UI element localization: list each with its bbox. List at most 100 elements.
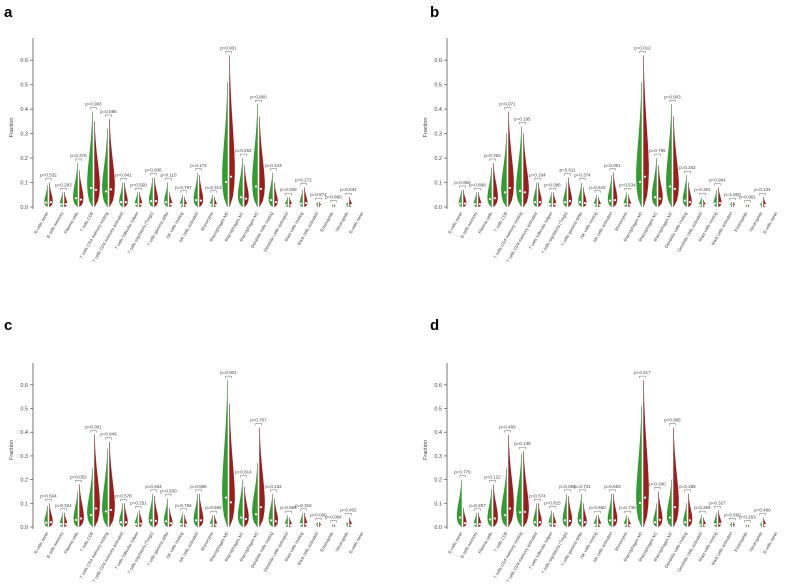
p-value-label: p=0.499 bbox=[499, 425, 516, 430]
p-value-label: p=0.779 bbox=[454, 470, 471, 475]
median-dot bbox=[463, 202, 467, 205]
x-tick-label: Eosinophils bbox=[319, 531, 334, 553]
median-dot bbox=[329, 525, 333, 528]
median-dot bbox=[154, 519, 158, 522]
violin-green bbox=[636, 82, 642, 208]
p-value-label: p=0.841 bbox=[115, 173, 132, 178]
p-bracket bbox=[195, 168, 202, 171]
y-tick-label: 0.1 bbox=[434, 181, 442, 187]
y-tick-label: 0.0 bbox=[434, 205, 442, 211]
y-tick-label: 0.3 bbox=[434, 454, 442, 460]
y-tick-label: 0.4 bbox=[20, 107, 28, 113]
median-dot bbox=[743, 205, 747, 208]
p-value-label: p=0.553 bbox=[604, 484, 621, 489]
p-value-label: p=0.195 bbox=[514, 116, 531, 121]
p-bracket bbox=[579, 489, 586, 492]
violin-red bbox=[109, 118, 115, 208]
median-dot bbox=[718, 201, 722, 205]
x-tick-label: T cells CD4 memory resting bbox=[493, 210, 524, 259]
y-tick-label: 0.6 bbox=[434, 383, 442, 389]
p-value-label: p=0.172 bbox=[295, 177, 312, 182]
x-tick-label: T cells CD4 memory resting bbox=[79, 530, 110, 579]
p-bracket bbox=[699, 192, 706, 196]
p-value-label: p=0.251 bbox=[130, 500, 147, 505]
p-bracket bbox=[609, 489, 616, 492]
median-dot bbox=[583, 521, 587, 524]
median-dot bbox=[149, 200, 153, 203]
p-bracket bbox=[45, 178, 52, 181]
p-value-label: p=0.263 bbox=[739, 515, 756, 520]
violin-green bbox=[666, 104, 672, 208]
p-bracket bbox=[684, 489, 691, 492]
violin-chart: 0.0 0.1 0.2 0.3 0.4 0.5 0.6 Fraction p=0.779 p=0.… bbox=[423, 363, 779, 583]
median-dot bbox=[683, 521, 687, 524]
median-dot bbox=[299, 202, 303, 205]
violin-green bbox=[149, 177, 153, 208]
p-bracket bbox=[75, 158, 82, 161]
y-tick-label: 0.6 bbox=[20, 383, 28, 389]
median-dot bbox=[608, 519, 612, 522]
p-value-label: p=0.504 bbox=[40, 493, 57, 498]
p-bracket bbox=[549, 188, 556, 191]
violin-green bbox=[44, 505, 48, 528]
violin-red bbox=[49, 182, 53, 208]
median-dot bbox=[344, 524, 348, 528]
median-dot bbox=[89, 186, 93, 190]
p-bracket bbox=[624, 188, 631, 191]
median-dot bbox=[703, 204, 707, 207]
median-dot bbox=[728, 524, 732, 528]
p-bracket bbox=[285, 510, 292, 514]
median-dot bbox=[44, 201, 48, 204]
panel-a: a 0.0 0.1 0.2 0.3 0.4 0.5 0.6 Fraction p=0.532 p=… bbox=[0, 0, 400, 293]
violin-red bbox=[259, 116, 265, 208]
x-tick-label: T cells CD4 memory resting bbox=[493, 530, 524, 579]
violin-green bbox=[73, 162, 78, 208]
p-bracket bbox=[504, 430, 511, 433]
median-dot bbox=[59, 523, 63, 526]
median-dot bbox=[548, 522, 552, 525]
p-bracket bbox=[330, 200, 337, 203]
p-value-label: p=0.611 bbox=[559, 168, 576, 173]
p-value-label: p=0.012 bbox=[634, 45, 651, 50]
median-dot bbox=[478, 202, 482, 206]
p-value-label: p=0.797 bbox=[175, 185, 192, 190]
violin-red bbox=[508, 434, 514, 528]
p-value-label: p=0.559 bbox=[130, 182, 147, 187]
p-bracket bbox=[135, 188, 142, 191]
p-bracket bbox=[60, 188, 67, 191]
violin-green bbox=[533, 503, 537, 528]
violin-green bbox=[683, 503, 687, 528]
median-dot bbox=[713, 202, 717, 205]
p-value-label: p=0.104 bbox=[529, 173, 546, 178]
violin-green bbox=[148, 493, 153, 528]
p-value-label: p=0.342 bbox=[679, 165, 696, 170]
median-dot bbox=[274, 201, 278, 204]
p-value-label: p=0.590 bbox=[724, 512, 741, 517]
median-dot bbox=[269, 199, 273, 202]
p-bracket bbox=[519, 122, 526, 125]
p-bracket bbox=[150, 489, 157, 492]
median-dot bbox=[488, 198, 492, 201]
p-bracket bbox=[459, 185, 466, 188]
median-dot bbox=[698, 523, 702, 526]
violin-red bbox=[508, 111, 514, 208]
violin-green bbox=[636, 406, 642, 528]
x-tick-label: Neutrophils bbox=[748, 211, 763, 232]
median-dot bbox=[199, 199, 203, 202]
p-bracket bbox=[195, 489, 202, 492]
median-dot bbox=[478, 523, 482, 526]
y-axis-label: Fraction bbox=[9, 440, 15, 460]
median-dot bbox=[139, 522, 143, 525]
x-tick-label: Eosinophils bbox=[319, 211, 334, 233]
median-dot bbox=[668, 516, 672, 519]
violin-red bbox=[688, 493, 693, 528]
median-dot bbox=[229, 175, 233, 178]
median-dot bbox=[733, 524, 737, 528]
p-value-label: p=0.936 bbox=[145, 168, 162, 173]
median-dot bbox=[508, 507, 512, 510]
violin-red bbox=[154, 496, 159, 528]
violin-red bbox=[568, 177, 572, 208]
x-tick-label: B cells naive bbox=[348, 530, 365, 554]
violin-green bbox=[87, 111, 93, 208]
p-value-label: p=0.464 bbox=[145, 484, 162, 489]
